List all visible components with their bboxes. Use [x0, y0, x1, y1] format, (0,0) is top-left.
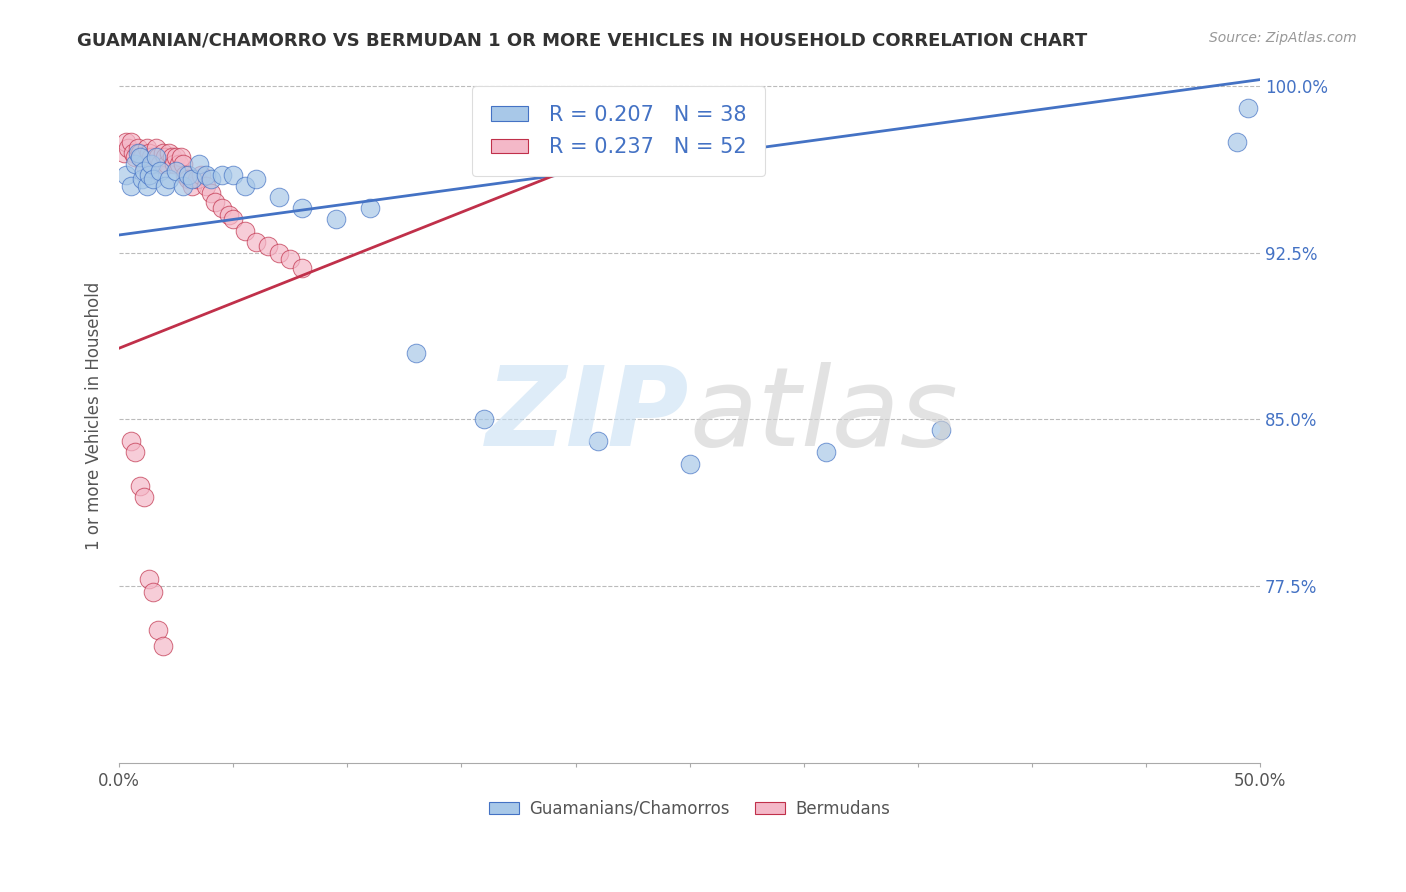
Legend: Guamanians/Chamorros, Bermudans: Guamanians/Chamorros, Bermudans — [482, 793, 897, 824]
Point — [141, 150, 163, 164]
Text: Source: ZipAtlas.com: Source: ZipAtlas.com — [1209, 31, 1357, 45]
Point — [138, 145, 160, 160]
Point — [146, 150, 169, 164]
Point — [233, 179, 256, 194]
Point — [146, 623, 169, 637]
Point — [170, 150, 193, 164]
Point — [128, 150, 150, 164]
Point — [124, 150, 146, 164]
Point — [204, 194, 226, 209]
Point — [142, 157, 165, 171]
Point — [181, 179, 204, 194]
Point — [200, 172, 222, 186]
Point — [127, 145, 149, 160]
Point — [472, 412, 495, 426]
Point — [222, 212, 245, 227]
Point — [159, 145, 181, 160]
Point — [256, 239, 278, 253]
Point — [163, 157, 186, 171]
Point — [177, 172, 200, 186]
Point — [115, 168, 138, 182]
Point — [135, 179, 157, 194]
Point — [120, 434, 142, 449]
Point — [190, 168, 212, 182]
Point — [211, 202, 233, 216]
Point — [149, 157, 172, 171]
Point — [160, 150, 183, 164]
Point — [120, 179, 142, 194]
Point — [167, 157, 190, 171]
Point — [200, 186, 222, 200]
Point — [815, 445, 838, 459]
Point — [165, 163, 187, 178]
Point — [131, 172, 153, 186]
Point — [267, 245, 290, 260]
Point — [588, 434, 610, 449]
Point — [124, 445, 146, 459]
Point — [174, 168, 197, 182]
Point — [117, 141, 139, 155]
Point — [128, 145, 150, 160]
Point — [929, 423, 952, 437]
Point — [218, 208, 240, 222]
Point — [280, 252, 302, 267]
Point — [405, 345, 427, 359]
Y-axis label: 1 or more Vehicles in Household: 1 or more Vehicles in Household — [86, 282, 103, 550]
Point — [115, 135, 138, 149]
Point — [194, 168, 217, 182]
Point — [233, 223, 256, 237]
Point — [186, 172, 208, 186]
Point — [128, 479, 150, 493]
Point — [245, 235, 267, 249]
Point — [159, 172, 181, 186]
Point — [222, 168, 245, 182]
Point — [291, 261, 314, 276]
Point — [1226, 135, 1249, 149]
Text: GUAMANIAN/CHAMORRO VS BERMUDAN 1 OR MORE VEHICLES IN HOUSEHOLD CORRELATION CHART: GUAMANIAN/CHAMORRO VS BERMUDAN 1 OR MORE… — [77, 31, 1088, 49]
Point — [325, 212, 347, 227]
Point — [131, 150, 153, 164]
Point — [149, 163, 172, 178]
Point — [134, 157, 156, 171]
Point — [135, 141, 157, 155]
Point — [152, 145, 174, 160]
Point — [142, 585, 165, 599]
Point — [172, 179, 194, 194]
Text: ZIP: ZIP — [486, 362, 689, 469]
Point — [141, 157, 163, 171]
Point — [153, 150, 176, 164]
Point — [156, 157, 179, 171]
Point — [678, 457, 700, 471]
Point — [122, 145, 145, 160]
Point — [153, 179, 176, 194]
Point — [181, 172, 204, 186]
Point — [1237, 102, 1260, 116]
Point — [145, 141, 167, 155]
Point — [267, 190, 290, 204]
Point — [359, 202, 381, 216]
Point — [124, 157, 146, 171]
Point — [291, 202, 314, 216]
Point — [245, 172, 267, 186]
Point — [172, 157, 194, 171]
Point — [177, 168, 200, 182]
Point — [145, 150, 167, 164]
Point — [127, 141, 149, 155]
Point — [120, 135, 142, 149]
Point — [194, 179, 217, 194]
Point — [138, 572, 160, 586]
Point — [165, 150, 187, 164]
Point — [134, 490, 156, 504]
Point — [211, 168, 233, 182]
Point — [188, 157, 211, 171]
Text: atlas: atlas — [689, 362, 959, 469]
Point — [142, 172, 165, 186]
Point — [152, 639, 174, 653]
Point — [112, 145, 135, 160]
Point — [138, 168, 160, 182]
Point — [134, 163, 156, 178]
